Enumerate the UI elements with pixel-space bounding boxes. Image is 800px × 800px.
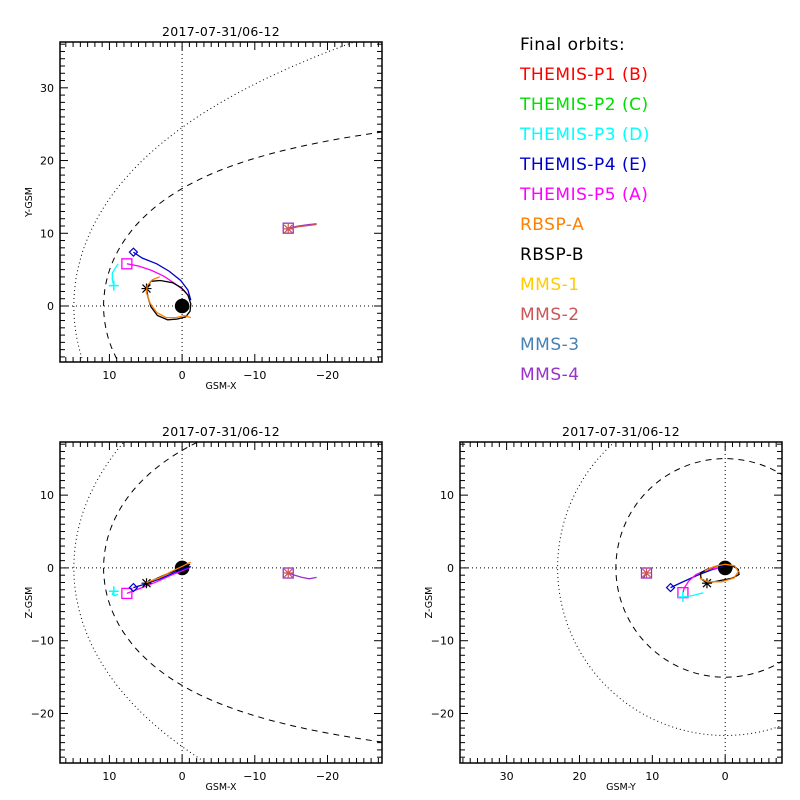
y-tick-label: −10	[431, 635, 454, 648]
legend-item: MMS-2	[520, 305, 580, 325]
asterisk-marker	[283, 568, 294, 579]
orbit-series	[283, 568, 294, 579]
magnetopause-boundary	[103, 442, 382, 743]
orbit-series	[108, 263, 119, 291]
x-tick-label: −20	[316, 770, 339, 783]
legend-item: THEMIS-P4 (E)	[520, 155, 648, 175]
orbit-series	[283, 223, 317, 234]
square-marker	[121, 258, 133, 270]
plot-area	[60, 442, 382, 763]
legend-item: THEMIS-P5 (A)	[520, 185, 649, 205]
plot-frame	[59, 441, 383, 764]
plot-title: 2017-07-31/06-12	[162, 24, 280, 39]
plot-area	[60, 42, 382, 362]
y-tick-label: 10	[40, 489, 54, 502]
legend-item: MMS-3	[520, 335, 580, 355]
square-marker	[121, 587, 133, 600]
bow-shock-boundary	[73, 42, 356, 362]
plus-marker	[108, 280, 119, 291]
x-tick-label: 10	[102, 369, 116, 382]
asterisk-marker	[641, 568, 652, 579]
x-axis-title: GSM-X	[205, 381, 237, 392]
legend-item: THEMIS-P2 (C)	[520, 95, 649, 115]
y-axis-title: Z-GSM	[24, 587, 35, 619]
y-tick-label: 10	[40, 227, 54, 240]
legend: Final orbits: THEMIS-P1 (B) THEMIS-P2 (C)…	[520, 30, 650, 390]
plot-panel: 10 0 −10 −20 0 10 20 30 2017-07-31/06-12 GSM-X Y-G…	[24, 24, 383, 392]
orbit-track	[133, 251, 192, 301]
plus-marker	[108, 586, 119, 597]
bow-shock-boundary	[73, 442, 208, 763]
x-tick-label: 10	[645, 770, 659, 783]
y-tick-label: 10	[440, 489, 454, 502]
x-tick-label: 0	[179, 770, 186, 783]
legend-title: Final orbits:	[520, 35, 626, 55]
asterisk-marker	[701, 578, 712, 589]
orbit-series	[128, 247, 192, 301]
orbit-track	[111, 263, 119, 286]
x-tick-label: 10	[102, 770, 116, 783]
earth-marker	[174, 298, 190, 314]
plot-title: 2017-07-31/06-12	[162, 424, 280, 439]
y-tick-label: 0	[447, 562, 454, 575]
x-tick-label: 20	[572, 770, 586, 783]
y-tick-label: −20	[431, 708, 454, 721]
legend-item: MMS-4	[520, 365, 580, 385]
legend-item: RBSP-B	[520, 245, 585, 265]
diamond-marker	[665, 582, 676, 593]
orbit-series	[121, 566, 191, 600]
orbit-track	[133, 565, 192, 589]
x-tick-label: −10	[243, 770, 266, 783]
orbit-track	[126, 566, 191, 595]
orbit-track	[288, 223, 317, 230]
orbit-track	[145, 276, 191, 319]
y-tick-label: −10	[31, 635, 54, 648]
y-axis-title: Z-GSM	[424, 587, 435, 619]
orbit-series	[146, 561, 192, 584]
plus-marker	[677, 592, 688, 603]
y-tick-label: 20	[40, 155, 54, 168]
orbit-series	[641, 568, 652, 579]
asterisk-marker	[283, 223, 294, 234]
x-tick-label: −20	[316, 369, 339, 382]
diamond-marker	[128, 582, 139, 593]
legend-item: THEMIS-P1 (B)	[520, 65, 649, 85]
orbit-series	[108, 586, 119, 597]
y-tick-label: −20	[31, 708, 54, 721]
plot-panel: 30 20 10 0 10 0 −10 −20 2017-07-31/06-12 GSM-Y Z-G…	[424, 424, 783, 793]
legend-item: THEMIS-P3 (D)	[520, 125, 650, 145]
orbit-track	[145, 279, 192, 321]
magnetopause-boundary	[103, 131, 382, 362]
plot-panel: 10 0 −10 −20 10 0 −10 −20 2017-07-31/06-12 GSM-X Z…	[24, 424, 383, 793]
orbit-track	[670, 565, 724, 589]
orbit-track	[146, 561, 192, 584]
orbit-series	[677, 592, 704, 603]
x-tick-label: 0	[179, 369, 186, 382]
y-axis-title: Y-GSM	[24, 187, 35, 218]
diamond-marker	[128, 247, 139, 258]
asterisk-marker	[141, 578, 152, 589]
orbit-series	[145, 276, 191, 319]
y-tick-label: 0	[47, 300, 54, 313]
orbit-track	[699, 563, 740, 583]
x-tick-label: 30	[500, 770, 514, 783]
magnetopause-boundary	[615, 458, 782, 678]
legend-item: RBSP-A	[520, 215, 585, 235]
plot-area	[460, 442, 782, 763]
orbit-series	[699, 563, 740, 583]
bow-shock-boundary	[557, 442, 782, 736]
y-tick-label: 30	[40, 82, 54, 95]
orbit-series	[665, 565, 724, 593]
y-tick-label: 0	[47, 562, 54, 575]
legend-item: MMS-1	[520, 275, 580, 295]
plot-frame	[459, 441, 783, 764]
x-tick-label: 0	[722, 770, 729, 783]
orbit-series	[128, 565, 192, 593]
x-tick-label: −10	[243, 369, 266, 382]
plot-title: 2017-07-31/06-12	[562, 424, 680, 439]
plot-frame	[59, 41, 383, 363]
x-axis-title: GSM-X	[205, 782, 237, 793]
x-axis-title: GSM-Y	[606, 782, 636, 793]
